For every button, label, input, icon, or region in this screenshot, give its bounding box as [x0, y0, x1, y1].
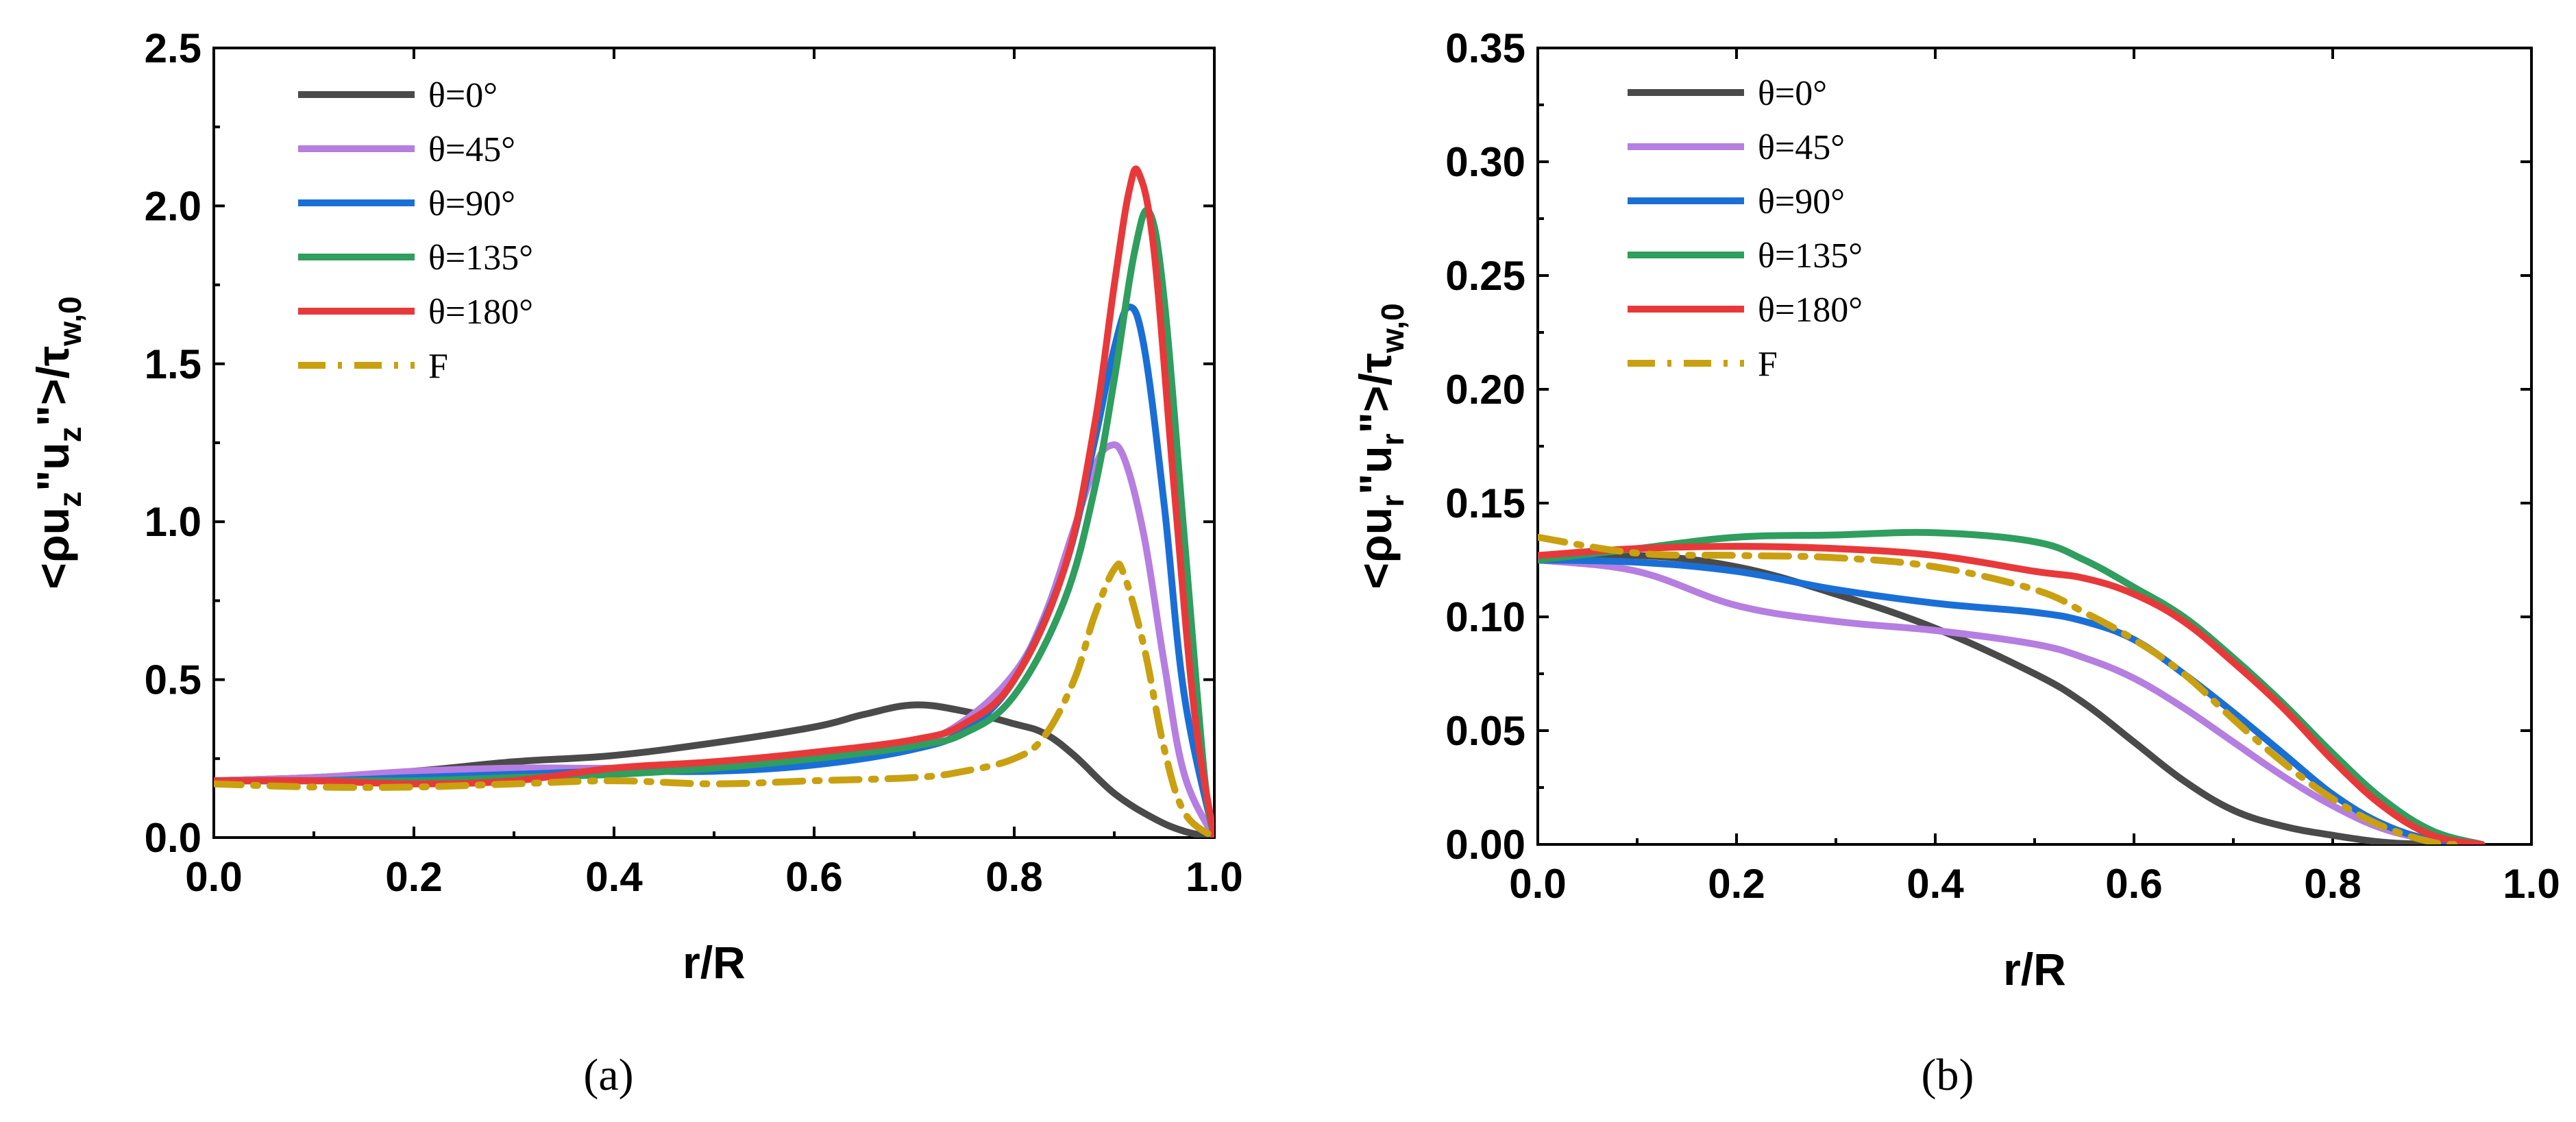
y-tick-label: 0.00: [1445, 822, 1525, 868]
series-line-5: [1538, 533, 2466, 844]
legend-label: F: [1758, 345, 1778, 384]
x-tick-label: 0.2: [1708, 861, 1765, 907]
series-line-3: [1538, 528, 2486, 844]
legend-label: θ=135°: [428, 239, 533, 278]
y-tick-label: 0.10: [1445, 594, 1525, 640]
legend-label: θ=45°: [428, 130, 515, 169]
plot-frame: [212, 47, 1216, 839]
x-axis-title: r/R: [683, 937, 746, 988]
x-axis-title: r/R: [2003, 944, 2066, 995]
series-line-0: [1538, 552, 2486, 844]
y-axis-title-part: <ρu: [27, 507, 78, 589]
legend-label: θ=180°: [1758, 291, 1863, 330]
series-line-4: [1538, 543, 2486, 844]
series-line-1: [1538, 557, 2486, 844]
series-line-5: [214, 561, 1214, 838]
y-tick-label: 0.25: [1445, 253, 1525, 299]
legend-label: θ=135°: [1758, 236, 1863, 276]
y-axis-title-part: z: [52, 491, 88, 507]
y-tick-label: 1.5: [145, 341, 201, 387]
y-tick-label: 0.15: [1445, 480, 1525, 526]
legend-label: F: [428, 347, 448, 386]
x-tick-label: 0.8: [985, 854, 1042, 900]
y-tick-label: 0.20: [1445, 367, 1525, 413]
panel-b: 0.0 0.2 0.4 0.6 0.8 1.0 0.00 0.05 0.10 0.15 0.20 0.…: [1350, 25, 2560, 1100]
y-axis-title-part: "u: [1350, 446, 1401, 495]
y-axis-title-part: w,0: [1375, 303, 1410, 353]
x-tick-label: 1.0: [1186, 854, 1242, 900]
y-tick-label: 0.05: [1445, 708, 1525, 754]
series-line-2: [1538, 557, 2486, 844]
y-tick-label: 0.0: [145, 815, 201, 861]
y-tick-label: 0.35: [1445, 25, 1525, 71]
x-tick-label: 0.6: [785, 854, 842, 900]
y-axis-title-part: r: [1375, 433, 1410, 446]
series-line-4: [214, 165, 1214, 838]
y-tick-label: 2.0: [145, 183, 201, 229]
y-tick-label: 1.0: [145, 499, 201, 545]
y-axis-title-part: ">/τ: [1350, 353, 1401, 434]
plot-frame: [1536, 47, 2533, 846]
series-line-1: [214, 441, 1214, 838]
legend-label: θ=90°: [1758, 182, 1845, 221]
legend: θ=0° θ=45° θ=90° θ=135° θ=180° F: [298, 76, 533, 386]
y-axis-title-part: ">/τ: [27, 346, 78, 427]
y-axis-title-part: r: [1375, 495, 1410, 507]
y-axis-title-part: w,0: [52, 296, 88, 346]
y-tick-label: 2.5: [145, 25, 201, 71]
x-tick-label: 0.8: [2304, 861, 2361, 907]
x-tick-label: 0.0: [1509, 861, 1566, 907]
legend-label: θ=0°: [428, 76, 498, 115]
series-group: [214, 165, 1214, 838]
x-tick-label: 0.0: [185, 854, 242, 900]
panel-label: (b): [1922, 1050, 1974, 1100]
y-tick-label: 0.5: [145, 657, 201, 703]
legend-label: θ=180°: [428, 293, 533, 332]
y-axis-title-part: z: [52, 426, 88, 442]
x-tick-label: 0.6: [2105, 861, 2162, 907]
y-axis-title: <ρuz"uz">/τw,0: [27, 296, 88, 589]
legend-label: θ=45°: [1758, 128, 1845, 167]
panel-a: 0.0 0.2 0.4 0.6 0.8 1.0 0.0 0.5 1.0 1.5 2.0 2.5 r/R <…: [27, 25, 1243, 1100]
y-tick-label: 0.30: [1445, 139, 1525, 185]
legend-label: θ=90°: [428, 184, 515, 223]
x-tick-label: 0.2: [385, 854, 442, 900]
y-axis-title: <ρur"ur">/τw,0: [1350, 303, 1410, 589]
series-group: [1538, 528, 2486, 844]
legend: θ=0° θ=45° θ=90° θ=135° θ=180° F: [1628, 74, 1863, 384]
y-axis-title-part: <ρu: [1350, 507, 1401, 589]
legend-label: θ=0°: [1758, 74, 1827, 113]
panel-label: (a): [583, 1050, 633, 1100]
x-tick-label: 0.4: [585, 854, 643, 900]
y-axis-title-part: "u: [27, 442, 78, 491]
x-tick-label: 1.0: [2503, 861, 2560, 907]
x-tick-label: 0.4: [1906, 861, 1964, 907]
